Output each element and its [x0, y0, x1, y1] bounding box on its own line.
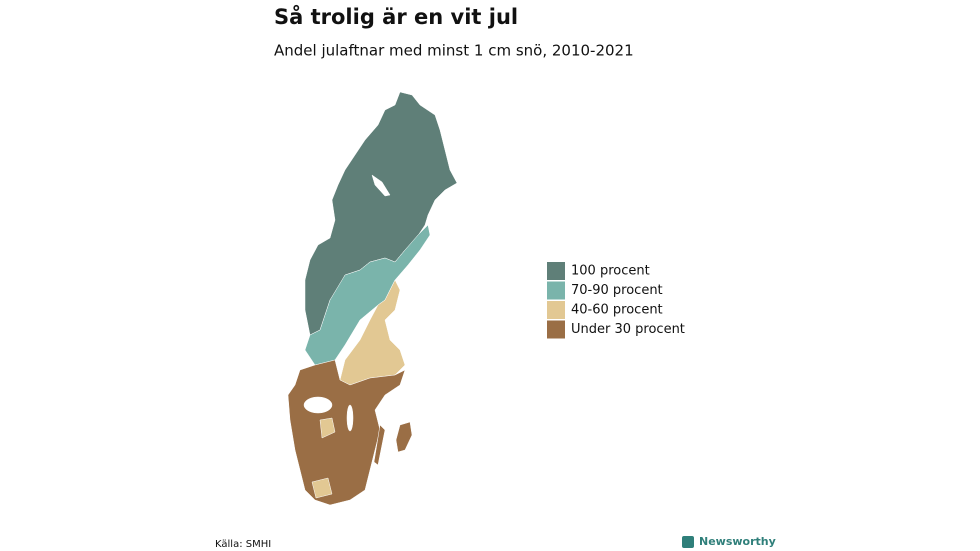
- brand-icon: [682, 536, 694, 548]
- legend-swatch: [547, 281, 565, 300]
- region-oland: [373, 424, 386, 466]
- legend: 100 procent 70-90 procent 40-60 procent Und…: [547, 262, 685, 339]
- map: [287, 91, 458, 506]
- brand: Newsworthy: [699, 535, 776, 548]
- legend-label: 100 procent: [571, 264, 650, 279]
- region-gotland: [395, 421, 413, 453]
- lake: [303, 396, 333, 414]
- lake: [371, 174, 391, 197]
- region-south-patch: [311, 477, 333, 499]
- title: Så trolig är en vit jul: [274, 4, 518, 29]
- region-middle: [304, 224, 431, 366]
- region-central: [339, 279, 406, 386]
- legend-swatch: [547, 262, 565, 280]
- legend-swatch: [547, 301, 565, 319]
- legend-swatch: [547, 320, 565, 339]
- legend-label: Under 30 procent: [571, 322, 685, 337]
- region-south-patch: [319, 417, 336, 439]
- source: Källa: SMHI: [215, 539, 271, 550]
- legend-label: 40-60 procent: [571, 303, 663, 318]
- subtitle: Andel julaftnar med minst 1 cm snö, 2010…: [274, 42, 634, 60]
- lake: [346, 404, 354, 432]
- region-south: [287, 359, 406, 506]
- legend-label: 70-90 procent: [571, 283, 663, 298]
